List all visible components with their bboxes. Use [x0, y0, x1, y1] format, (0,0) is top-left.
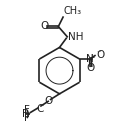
- Text: F: F: [22, 109, 28, 119]
- Text: O: O: [87, 63, 95, 73]
- Text: CH₃: CH₃: [64, 6, 82, 16]
- Text: C: C: [36, 104, 44, 114]
- Text: F: F: [24, 105, 30, 115]
- Text: O: O: [45, 96, 53, 106]
- Text: O: O: [40, 21, 49, 31]
- Text: O: O: [96, 50, 104, 60]
- Text: ⁻: ⁻: [96, 49, 101, 58]
- Text: NH: NH: [68, 32, 83, 42]
- Text: +: +: [89, 53, 95, 62]
- Text: F: F: [24, 113, 30, 123]
- Text: N: N: [86, 54, 94, 64]
